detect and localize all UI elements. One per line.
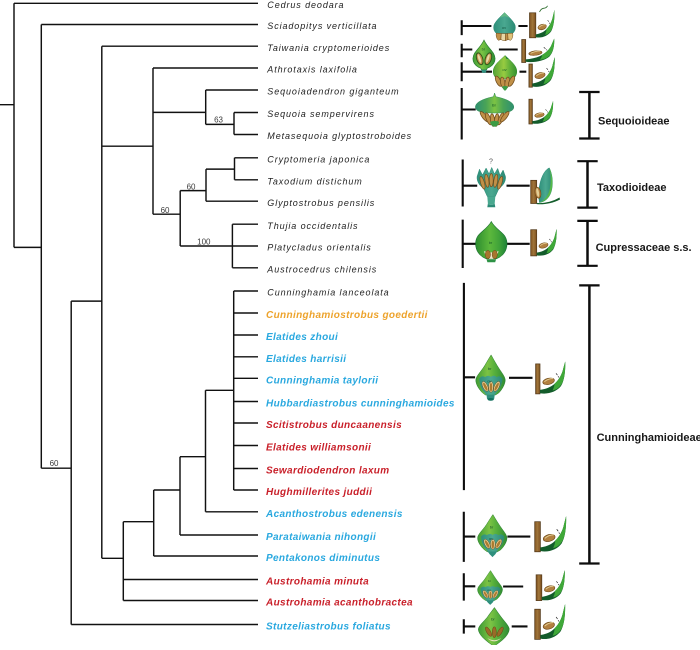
svg-text:br: br [488, 366, 492, 371]
svg-text:Stutzeliastrobus foliatus: Stutzeliastrobus foliatus [266, 622, 391, 633]
svg-text:Parataiwania nihongii: Parataiwania nihongii [266, 532, 376, 543]
svg-text:Hubbardiastrobus cunninghamioi: Hubbardiastrobus cunninghamioides [266, 399, 455, 410]
svg-text:Elatides zhoui: Elatides zhoui [266, 332, 338, 343]
svg-text:100: 100 [197, 237, 211, 246]
svg-text:br: br [491, 618, 496, 622]
svg-text:Sequoia sempervirens: Sequoia sempervirens [267, 109, 375, 119]
svg-text:Austrocedrus chilensis: Austrocedrus chilensis [266, 264, 377, 274]
svg-text:Elatides williamsonii: Elatides williamsonii [266, 443, 371, 454]
svg-text:Cedrus deodara: Cedrus deodara [267, 0, 344, 10]
svg-text:Sequoioideae: Sequoioideae [598, 116, 670, 128]
svg-text:60: 60 [161, 206, 170, 215]
svg-text:ov: ov [489, 537, 493, 541]
svg-text:Cupressaceae s.s.: Cupressaceae s.s. [596, 242, 692, 254]
svg-text:Austrohamia minuta: Austrohamia minuta [265, 577, 369, 588]
svg-text:60: 60 [50, 459, 59, 468]
svg-text:Metasequoia glyptostroboides: Metasequoia glyptostroboides [267, 131, 412, 141]
svg-text:Cunninghamioideae: Cunninghamioideae [597, 432, 700, 444]
svg-text:ov: ov [487, 588, 491, 592]
svg-text:?: ? [489, 159, 493, 166]
svg-text:br: br [489, 240, 493, 245]
svg-text:Pentakonos diminutus: Pentakonos diminutus [266, 553, 380, 564]
svg-text:ov: ov [502, 25, 506, 30]
svg-text:Elatides harrisii: Elatides harrisii [266, 354, 346, 365]
svg-text:Acanthostrobus edenensis: Acanthostrobus edenensis [265, 509, 403, 520]
svg-text:Cunninghamia taylorii: Cunninghamia taylorii [266, 375, 378, 386]
svg-text:Sciadopitys verticillata: Sciadopitys verticillata [267, 21, 377, 31]
svg-text:ov: ov [502, 67, 506, 72]
svg-text:br: br [482, 48, 486, 52]
svg-text:Taiwania cryptomerioides: Taiwania cryptomerioides [267, 43, 390, 53]
svg-text:br: br [488, 579, 492, 583]
svg-text:Cunninghamia lanceolata: Cunninghamia lanceolata [267, 288, 389, 298]
svg-text:ov: ov [487, 378, 491, 383]
svg-text:Taxodioideae: Taxodioideae [597, 182, 666, 194]
svg-text:Sequoiadendron giganteum: Sequoiadendron giganteum [267, 87, 399, 97]
svg-text:Taxodium distichum: Taxodium distichum [267, 176, 362, 186]
svg-text:63: 63 [214, 116, 223, 125]
svg-text:Scitistrobus duncaanensis: Scitistrobus duncaanensis [266, 420, 402, 431]
svg-text:Thujia occidentalis: Thujia occidentalis [267, 221, 358, 231]
svg-text:Platycladus orientalis: Platycladus orientalis [267, 243, 371, 253]
svg-text:Sewardiodendron laxum: Sewardiodendron laxum [266, 466, 389, 477]
svg-text:Cunninghamiostrobus goedertii: Cunninghamiostrobus goedertii [266, 310, 428, 321]
svg-text:Hughmillerites juddii: Hughmillerites juddii [266, 487, 372, 498]
svg-text:Athrotaxis laxifolia: Athrotaxis laxifolia [266, 65, 358, 75]
svg-text:Austrohamia acanthobractea: Austrohamia acanthobractea [265, 598, 413, 609]
svg-text:Br: Br [492, 103, 497, 108]
svg-text:Cryptomeria japonica: Cryptomeria japonica [267, 154, 370, 164]
svg-text:60: 60 [187, 183, 196, 192]
svg-text:Glyptostrobus pensilis: Glyptostrobus pensilis [267, 198, 375, 208]
svg-text:br: br [490, 526, 494, 530]
